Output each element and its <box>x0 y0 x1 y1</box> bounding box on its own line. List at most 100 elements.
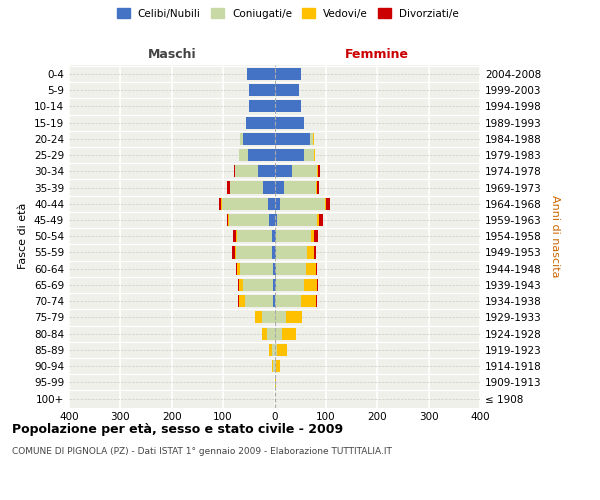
Bar <box>314 246 316 258</box>
Bar <box>227 182 230 194</box>
Bar <box>275 133 310 145</box>
Bar <box>229 214 269 226</box>
Legend: Celibi/Nubili, Coniugati/e, Vedovi/e, Divorziati/e: Celibi/Nubili, Coniugati/e, Vedovi/e, Di… <box>117 8 459 18</box>
Bar <box>307 246 314 258</box>
Bar <box>326 198 331 210</box>
Bar <box>237 262 239 275</box>
Y-axis label: Anni di nascita: Anni di nascita <box>550 195 560 278</box>
Bar <box>267 328 275 340</box>
Bar <box>317 182 319 194</box>
Bar <box>316 182 317 194</box>
Bar <box>256 312 262 324</box>
Bar <box>273 262 275 275</box>
Bar <box>277 344 287 356</box>
Bar <box>319 214 323 226</box>
Text: Maschi: Maschi <box>148 48 196 61</box>
Bar <box>275 279 304 291</box>
Bar <box>262 312 275 324</box>
Bar <box>275 230 276 242</box>
Bar <box>272 360 274 372</box>
Bar <box>275 214 277 226</box>
Bar <box>275 68 301 80</box>
Bar <box>310 133 313 145</box>
Bar <box>318 165 320 177</box>
Bar <box>280 198 325 210</box>
Bar <box>325 198 326 210</box>
Bar <box>239 149 248 161</box>
Bar <box>304 279 317 291</box>
Bar <box>272 344 275 356</box>
Bar <box>233 230 236 242</box>
Bar <box>275 182 284 194</box>
Bar <box>275 376 276 388</box>
Bar <box>307 262 316 275</box>
Text: COMUNE DI PIGNOLA (PZ) - Dati ISTAT 1° gennaio 2009 - Elaborazione TUTTITALIA.IT: COMUNE DI PIGNOLA (PZ) - Dati ISTAT 1° g… <box>12 448 392 456</box>
Bar <box>248 149 275 161</box>
Bar <box>317 165 318 177</box>
Bar <box>236 262 237 275</box>
Bar <box>235 165 258 177</box>
Bar <box>262 328 267 340</box>
Bar <box>275 344 277 356</box>
Bar <box>239 262 273 275</box>
Bar <box>275 312 286 324</box>
Bar <box>236 230 237 242</box>
Bar <box>275 246 307 258</box>
Bar <box>263 182 275 194</box>
Bar <box>304 149 314 161</box>
Bar <box>314 230 317 242</box>
Bar <box>245 295 274 308</box>
Bar <box>272 230 275 242</box>
Bar <box>232 246 235 258</box>
Bar <box>222 198 268 210</box>
Bar <box>275 198 280 210</box>
Bar <box>313 133 314 145</box>
Bar <box>274 279 275 291</box>
Bar <box>235 246 236 258</box>
Bar <box>281 328 296 340</box>
Bar <box>272 246 275 258</box>
Bar <box>239 295 245 308</box>
Bar <box>275 84 299 96</box>
Bar <box>240 133 242 145</box>
Bar <box>316 295 317 308</box>
Bar <box>275 100 301 112</box>
Bar <box>239 279 242 291</box>
Bar <box>274 295 275 308</box>
Bar <box>242 279 274 291</box>
Bar <box>275 149 304 161</box>
Bar <box>317 214 319 226</box>
Bar <box>269 344 272 356</box>
Bar <box>242 133 275 145</box>
Bar <box>258 165 275 177</box>
Bar <box>301 295 316 308</box>
Bar <box>286 312 302 324</box>
Bar <box>218 198 221 210</box>
Bar <box>276 230 311 242</box>
Bar <box>274 360 275 372</box>
Bar <box>230 182 263 194</box>
Text: Popolazione per età, sesso e stato civile - 2009: Popolazione per età, sesso e stato civil… <box>12 422 343 436</box>
Bar <box>311 230 314 242</box>
Bar <box>275 165 292 177</box>
Y-axis label: Fasce di età: Fasce di età <box>19 203 28 270</box>
Bar <box>221 198 222 210</box>
Bar <box>275 262 307 275</box>
Bar <box>236 246 272 258</box>
Bar <box>316 262 317 275</box>
Bar <box>284 182 316 194</box>
Bar <box>238 279 239 291</box>
Bar <box>292 165 317 177</box>
Bar <box>237 230 272 242</box>
Bar <box>249 84 275 96</box>
Bar <box>234 165 235 177</box>
Bar <box>275 360 280 372</box>
Text: Femmine: Femmine <box>345 48 409 61</box>
Bar <box>269 214 275 226</box>
Bar <box>275 116 304 128</box>
Bar <box>249 100 275 112</box>
Bar <box>238 295 239 308</box>
Bar <box>275 295 301 308</box>
Bar <box>277 214 317 226</box>
Bar <box>228 214 229 226</box>
